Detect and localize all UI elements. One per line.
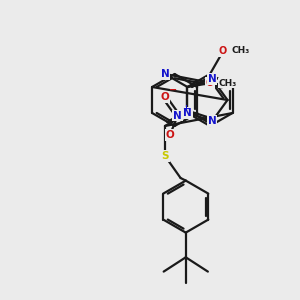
Text: +: + xyxy=(182,103,189,112)
Text: N: N xyxy=(208,116,217,126)
Text: O: O xyxy=(166,130,174,140)
Text: O: O xyxy=(219,46,227,56)
Text: N: N xyxy=(173,111,182,121)
Text: −: − xyxy=(169,84,177,94)
Text: N: N xyxy=(183,108,192,118)
Text: CH₃: CH₃ xyxy=(218,79,236,88)
Text: O: O xyxy=(160,92,169,102)
Text: N: N xyxy=(160,69,169,79)
Text: CH₃: CH₃ xyxy=(231,46,249,55)
Text: S: S xyxy=(161,151,169,161)
Text: O: O xyxy=(206,78,214,88)
Text: N: N xyxy=(208,74,217,84)
